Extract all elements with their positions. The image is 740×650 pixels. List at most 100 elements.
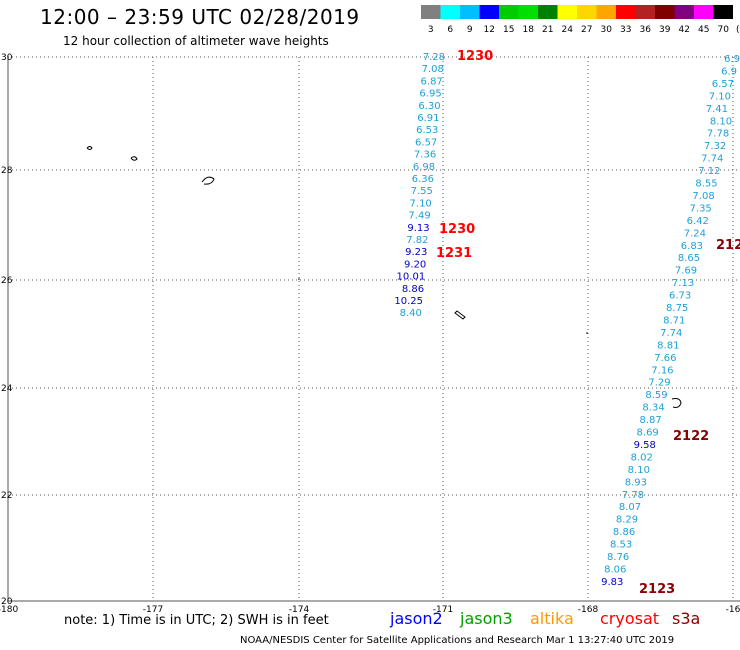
island-5 [671, 398, 682, 408]
scale-swatch [635, 5, 655, 19]
scale-label: 27 [581, 25, 592, 35]
swh-value-right: 8.59 [645, 390, 667, 401]
dot-1 [298, 278, 300, 280]
swh-value-right: 7.12 [698, 166, 720, 177]
swh-value-right: 8.93 [625, 477, 647, 488]
lon-tick-label: -177 [143, 605, 163, 615]
time-label: 212 [716, 238, 740, 253]
swh-value-right: 7.41 [706, 104, 728, 115]
lon-tick-label: -174 [289, 605, 310, 615]
mission-jason3: jason3 [460, 609, 513, 628]
swh-value-right: 8.53 [610, 540, 632, 551]
lat-tick-label: 20 [1, 597, 13, 607]
swh-value-left: 9.20 [404, 259, 426, 270]
scale-swatch [655, 5, 675, 19]
swh-value-right: 8.71 [663, 315, 685, 326]
swh-value-left: 8.86 [402, 284, 424, 295]
scale-swatch [518, 5, 538, 19]
swh-value-left: 7.10 [410, 198, 432, 209]
scale-swatch [557, 5, 577, 19]
scale-label: 9 [467, 25, 473, 35]
scale-label: 24 [562, 25, 574, 35]
scale-swatch [538, 5, 558, 19]
swh-value-right: 8.02 [631, 452, 653, 463]
swh-value-right: 7.74 [660, 328, 682, 339]
swh-value-right: 7.66 [654, 353, 676, 364]
swh-value-right: 7.24 [684, 228, 706, 239]
swh-value-right: 8.81 [657, 340, 679, 351]
swh-value-right: 6.9 [724, 54, 740, 65]
swh-value-right: 8.65 [678, 253, 700, 264]
swh-value-right: 8.07 [619, 502, 641, 513]
map-grid: -180 -177 -174 -171 -168 -16 30 28 26 24 22 20 [0, 53, 740, 615]
swh-value-right: 9.58 [634, 440, 656, 451]
scale-label: 45 [698, 25, 709, 35]
time-label: 1230 [457, 49, 493, 64]
swh-value-right: 8.10 [628, 465, 650, 476]
scale-swatch [674, 5, 694, 19]
swh-value-left: 7.08 [422, 64, 444, 75]
swh-value-right: 6.57 [712, 79, 734, 90]
swh-value-left: 6.91 [417, 113, 439, 124]
swh-value-right: 8.86 [613, 527, 635, 538]
swh-value-right: 7.69 [675, 266, 697, 277]
swh-value-right: 6.73 [669, 291, 691, 302]
scale-unit: (ft) [736, 25, 740, 35]
swh-value-right: 8.75 [666, 303, 688, 314]
scale-label: 30 [601, 25, 613, 35]
scale-label: 36 [640, 25, 652, 35]
swh-value-right: 8.34 [642, 403, 664, 414]
scale-swatch [421, 5, 441, 19]
swh-value-left: 10.25 [394, 296, 423, 307]
lat-tick-label: 22 [1, 491, 12, 501]
scale-swatch [499, 5, 519, 19]
swh-value-right: 7.13 [672, 278, 694, 289]
lat-tick-label: 26 [1, 276, 13, 286]
swh-value-right: 7.78 [707, 129, 729, 140]
lon-tick-label: -16 [726, 605, 740, 615]
island-4 [454, 310, 466, 320]
scale-label: 15 [503, 25, 514, 35]
scale-swatch [616, 5, 636, 19]
island-1 [86, 146, 93, 150]
swh-value-left: 6.95 [419, 89, 441, 100]
coastlines [86, 146, 682, 408]
lon-tick-label: -180 [0, 605, 18, 615]
swh-value-right: 8.06 [604, 564, 626, 575]
swh-value-right: 7.16 [651, 365, 673, 376]
mission-cryosat: cryosat [600, 609, 660, 628]
swh-value-left: 6.36 [412, 174, 434, 185]
scale-label: 70 [718, 25, 730, 35]
scale-swatch [479, 5, 499, 19]
scale-label: 12 [484, 25, 495, 35]
scale-swatch [460, 5, 480, 19]
swh-value-right: 7.32 [704, 141, 726, 152]
swh-value-right: 6.42 [687, 216, 709, 227]
scale-swatch [440, 5, 460, 19]
swh-value-right: 7.78 [622, 490, 644, 501]
scale-label: 6 [447, 25, 453, 35]
island-3 [201, 176, 215, 185]
swh-value-right: 7.10 [709, 91, 731, 102]
swh-value-right: 7.35 [690, 203, 712, 214]
swh-value-right: 8.69 [637, 428, 659, 439]
scale-swatch [596, 5, 616, 19]
scale-label: 42 [679, 25, 690, 35]
lon-tick-label: -168 [578, 605, 599, 615]
scale-swatch [713, 5, 733, 19]
swh-value-left: 6.98 [413, 162, 435, 173]
lat-tick-label: 28 [1, 166, 13, 176]
swh-value-left: 6.30 [418, 101, 440, 112]
time-label: 1230 [439, 222, 475, 237]
map-subtitle: 12 hour collection of altimeter wave hei… [63, 34, 329, 48]
lon-tick-label: -171 [433, 605, 453, 615]
swh-value-left: 8.40 [400, 308, 422, 319]
scale-swatch [694, 5, 714, 19]
scale-label: 33 [620, 25, 631, 35]
swh-value-right: 8.10 [710, 116, 732, 127]
credits-footer: NOAA/NESDIS Center for Satellite Applica… [240, 635, 675, 646]
swh-value-right: 7.29 [648, 378, 670, 389]
swh-value-left: 7.49 [408, 211, 430, 222]
